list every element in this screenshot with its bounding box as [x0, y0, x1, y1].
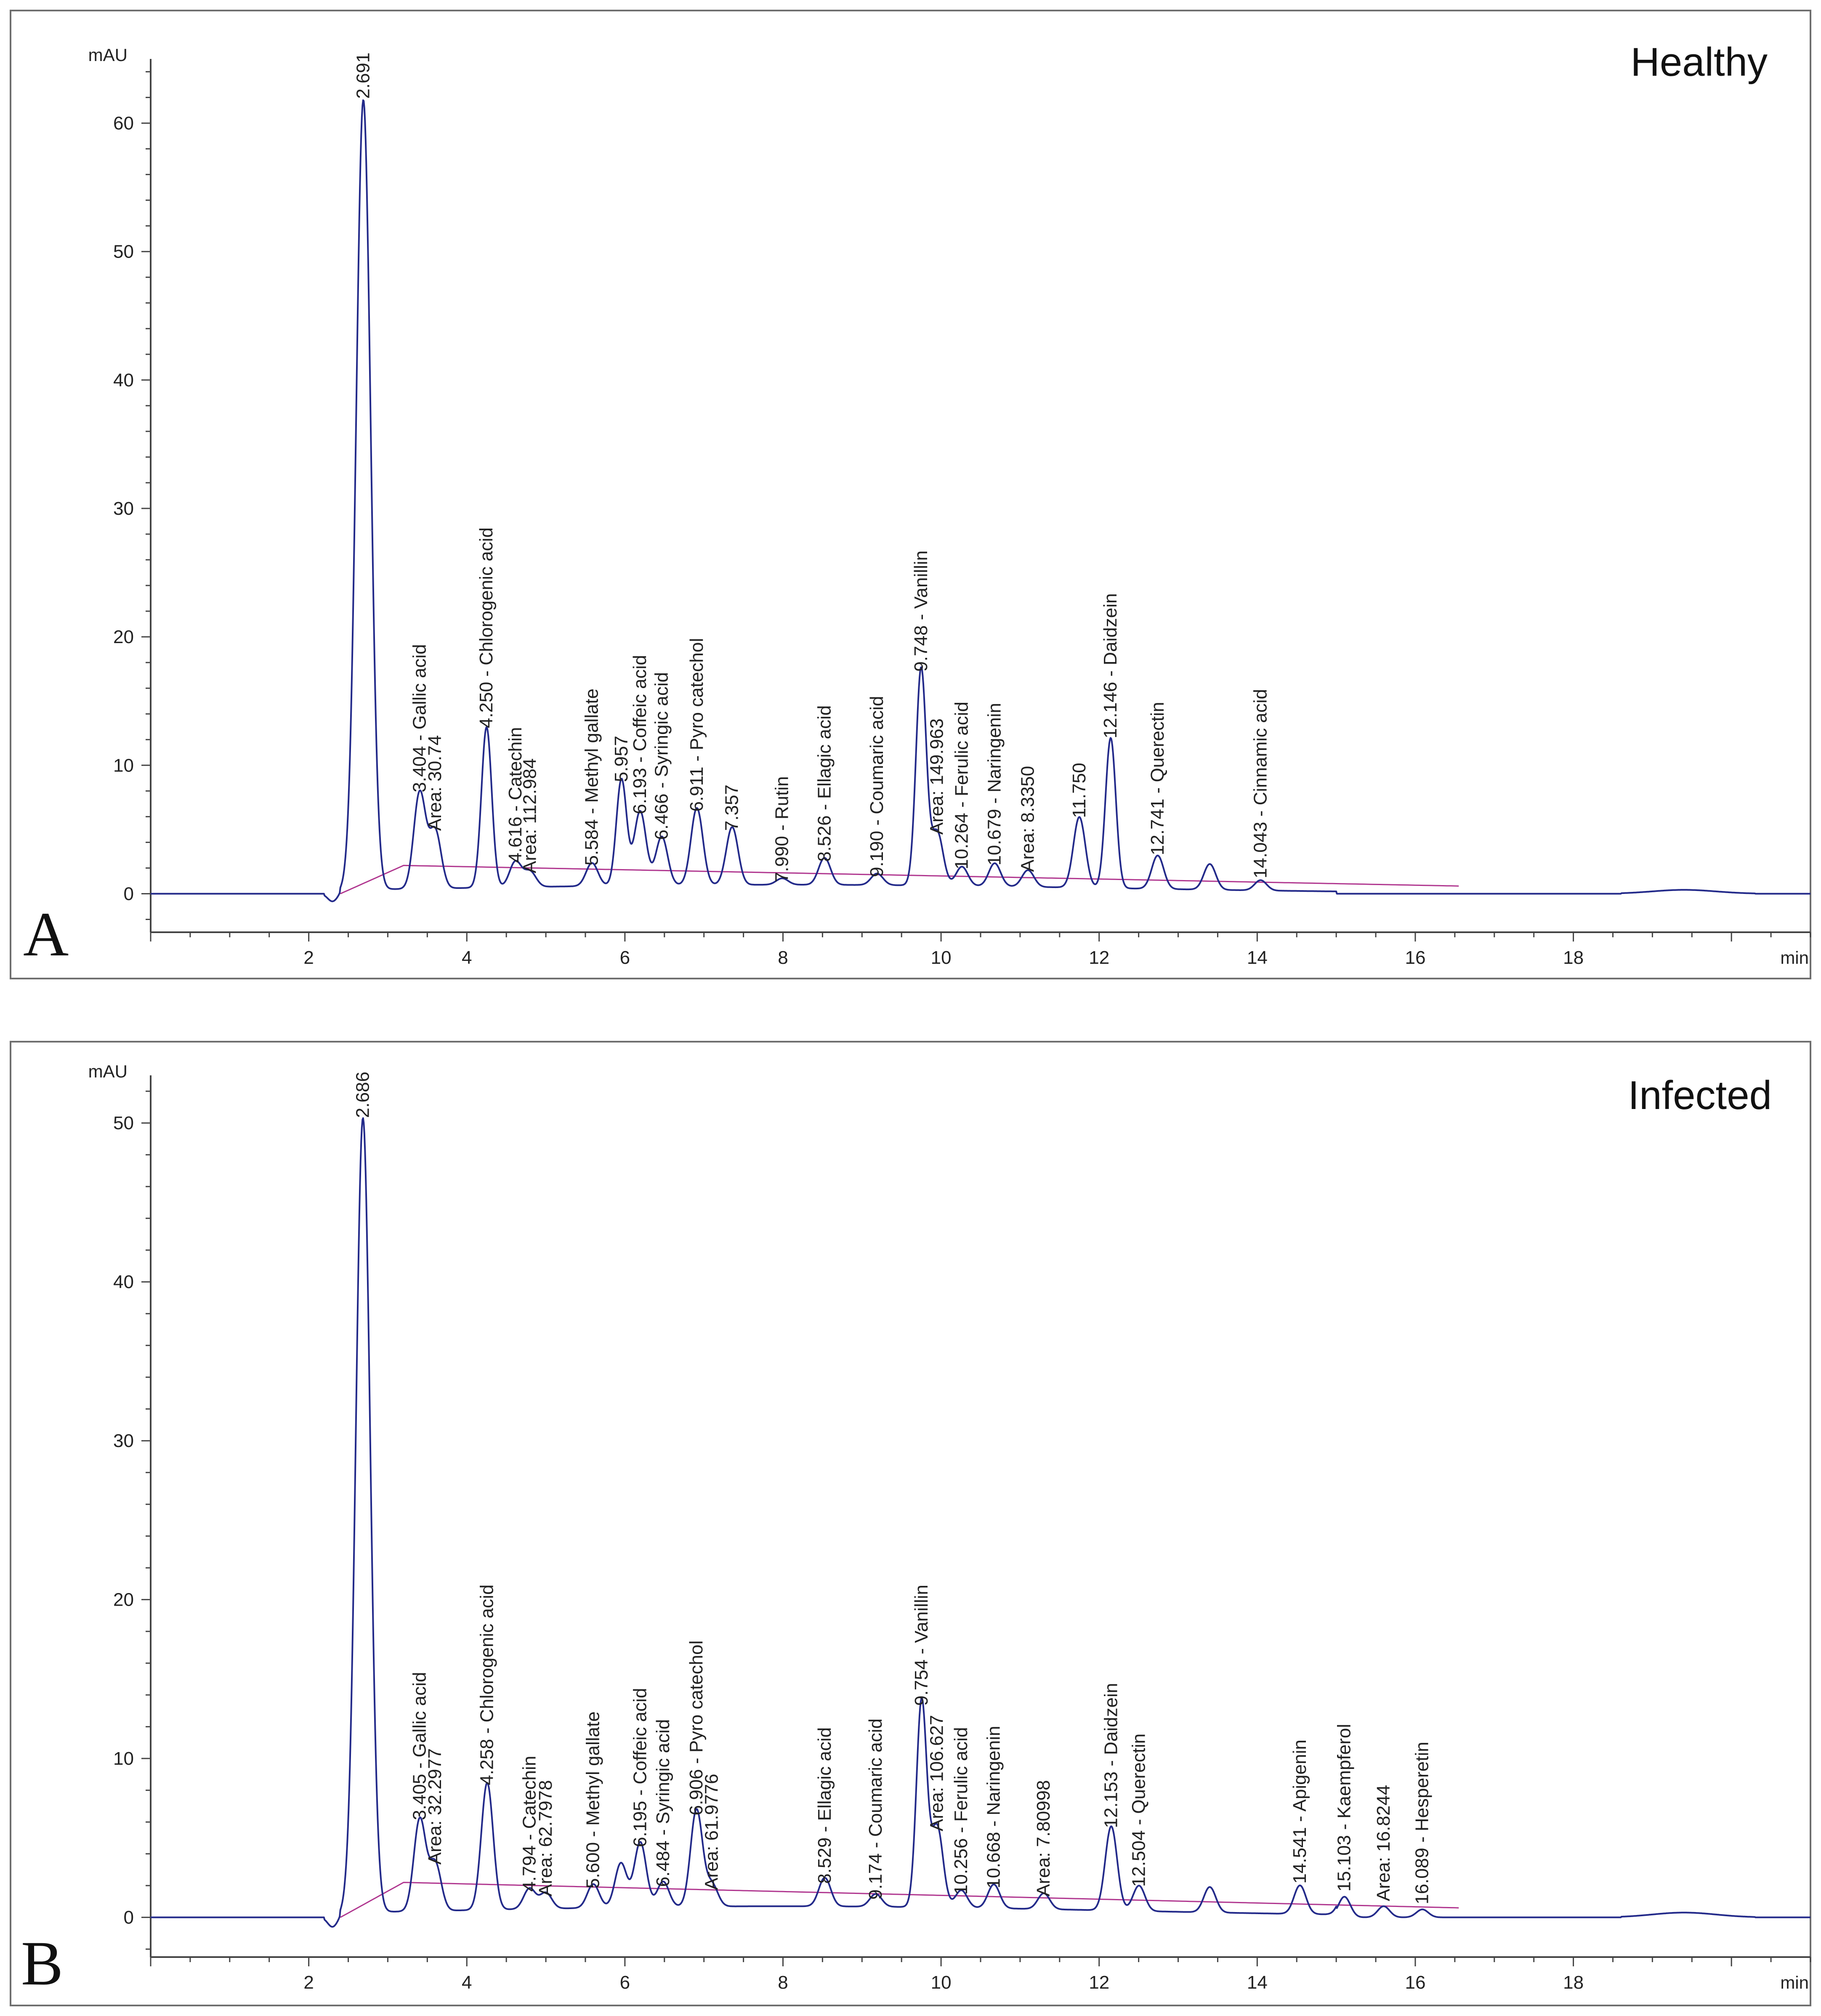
peak-label: 2.686: [352, 1072, 373, 1118]
peak-label: 9.190 - Coumaric acid: [867, 696, 887, 877]
peak-label: 3.405 - Gallic acid: [409, 1672, 430, 1820]
y-tick-label: 0: [124, 1907, 134, 1928]
y-tick-label: 30: [113, 498, 134, 519]
peak-label: Area: 16.8244: [1373, 1785, 1394, 1901]
y-tick-label: 30: [113, 1431, 134, 1451]
x-tick-label: 4: [462, 1972, 472, 1993]
panel-b-infected: 2 4 6 8 10 12 14 16 18 0 10 20 30 40 50 mAU min 2.686 3.40…: [10, 1041, 1811, 2006]
y-tick-label: 10: [113, 1748, 134, 1769]
peak-label: Area: 8.3350: [1018, 766, 1038, 872]
peak-label: 9.754 - Vanillin: [911, 1585, 932, 1706]
peak-label: 10.256 - Ferulic acid: [951, 1727, 971, 1895]
y-axis-label: mAU: [88, 1061, 128, 1081]
x-tick-label: 6: [620, 1972, 630, 1993]
peak-label: 6.195 - Coffeic acid: [630, 1688, 650, 1847]
panel-frame: [10, 1041, 1811, 2006]
panel-title: Healthy: [1631, 40, 1768, 85]
x-tick-label: 2: [303, 947, 314, 968]
peak-label: 4.258 - Chlorogenic acid: [477, 1585, 497, 1785]
peak-label: 12.741 - Querectin: [1147, 702, 1168, 855]
peak-label: 12.504 - Querectin: [1128, 1734, 1149, 1887]
y-tick-label: 20: [113, 1590, 134, 1610]
x-tick-label: 8: [778, 947, 788, 968]
y-tick-label: 40: [113, 370, 134, 391]
panel-letter: A: [23, 899, 69, 969]
x-tick-label: 10: [931, 1972, 952, 1993]
peak-label: 14.043 - Cinnamic acid: [1250, 689, 1271, 878]
chromatogram-trace: [150, 1117, 1811, 1928]
peak-label: 6.466 - Syringic acid: [651, 672, 672, 840]
x-tick-label: 8: [778, 1972, 788, 1993]
peak-label: 10.668 - Naringenin: [984, 1726, 1004, 1888]
peak-label: Area: 62.7978: [535, 1780, 556, 1896]
panel-title: Infected: [1628, 1073, 1772, 1118]
peak-label: 6.484 - Syringic acid: [653, 1719, 673, 1887]
x-tick-label: 14: [1247, 947, 1268, 968]
x-tick-label: 16: [1405, 1972, 1425, 1993]
peak-label: 5.584 - Methyl gallate: [582, 689, 602, 866]
peak-label: Area: 106.627: [927, 1715, 947, 1831]
y-tick-label: 50: [113, 242, 134, 262]
y-tick-label: 0: [124, 883, 134, 904]
x-tick-label: 10: [931, 947, 952, 968]
peak-label: 8.529 - Ellagic acid: [814, 1727, 835, 1884]
peak-label: 5.600 - Methyl gallate: [583, 1711, 603, 1888]
peak-label: 3.404 - Gallic acid: [409, 644, 430, 792]
panel-letter: B: [21, 1928, 63, 1998]
x-tick-label: 4: [462, 947, 472, 968]
peak-label: 8.526 - Ellagic acid: [814, 705, 835, 862]
peak-label: Area: 32.2977: [425, 1748, 445, 1864]
x-tick-label: 16: [1405, 947, 1425, 968]
peak-label: 6.193 - Coffeic acid: [630, 655, 650, 814]
peak-label: Area: 112.984: [519, 758, 540, 873]
peak-label: 4.794 - Catechin: [519, 1756, 540, 1892]
peak-label: 7.990 - Rutin: [772, 776, 792, 882]
integration-baseline: [340, 864, 1459, 894]
integration-baseline: [340, 1882, 1459, 1918]
y-axis-label: mAU: [88, 45, 128, 65]
x-tick-label: 14: [1247, 1972, 1268, 1993]
peak-label: 6.906 - Pyro catechol: [686, 1641, 707, 1816]
peak-label: 4.250 - Chlorogenic acid: [476, 527, 497, 728]
panel-frame: [10, 10, 1811, 979]
y-tick-label: 40: [113, 1272, 134, 1293]
peak-label: Area: 61.9776: [701, 1774, 722, 1890]
peak-label: 10.679 - Naringenin: [984, 703, 1005, 865]
peak-label: 10.264 - Ferulic acid: [952, 702, 972, 870]
peak-label: 2.691: [353, 53, 373, 99]
peak-label: 9.748 - Vanillin: [911, 551, 931, 672]
peak-label: Area: 30.74: [425, 735, 445, 831]
y-tick-label: 10: [113, 755, 134, 776]
x-tick-label: 6: [620, 947, 630, 968]
x-tick-label: 12: [1089, 1972, 1109, 1993]
x-tick-label: 12: [1089, 947, 1109, 968]
peak-label: 9.174 - Coumaric acid: [865, 1718, 886, 1899]
peak-label: Area: 149.963: [927, 718, 947, 835]
panel-a-healthy: 2 4 6 8 10 12 14 16 18 0 10 20 30 40 50 60 mAU min 2.691 3.…: [10, 10, 1811, 979]
peak-label: 14.541 - Apigenin: [1289, 1739, 1310, 1884]
x-axis-label: min: [1780, 948, 1809, 968]
peak-label: 15.103 - Kaempferol: [1334, 1724, 1354, 1892]
peak-label: 12.153 - Daidzein: [1101, 1683, 1121, 1828]
y-tick-label: 50: [113, 1113, 134, 1133]
y-tick-label: 20: [113, 627, 134, 647]
x-tick-label: 18: [1563, 1972, 1584, 1993]
chromatogram-trace: [150, 99, 1811, 902]
peak-label: 11.750: [1069, 763, 1090, 818]
x-tick-label: 2: [303, 1972, 314, 1993]
peak-label: Area: 7.80998: [1033, 1780, 1054, 1896]
peak-label: 5.957: [611, 736, 632, 782]
x-axis-label: min: [1780, 1973, 1809, 1992]
peak-label: 6.911 - Pyro catechol: [686, 638, 707, 812]
peak-label: 7.357: [722, 785, 742, 831]
peak-label: 12.146 - Daidzein: [1100, 593, 1121, 739]
x-tick-label: 18: [1563, 947, 1584, 968]
y-tick-label: 60: [113, 113, 134, 134]
peak-label: 4.616 - Catechin: [505, 727, 526, 863]
peak-label: 16.089 - Hesperetin: [1412, 1742, 1433, 1904]
